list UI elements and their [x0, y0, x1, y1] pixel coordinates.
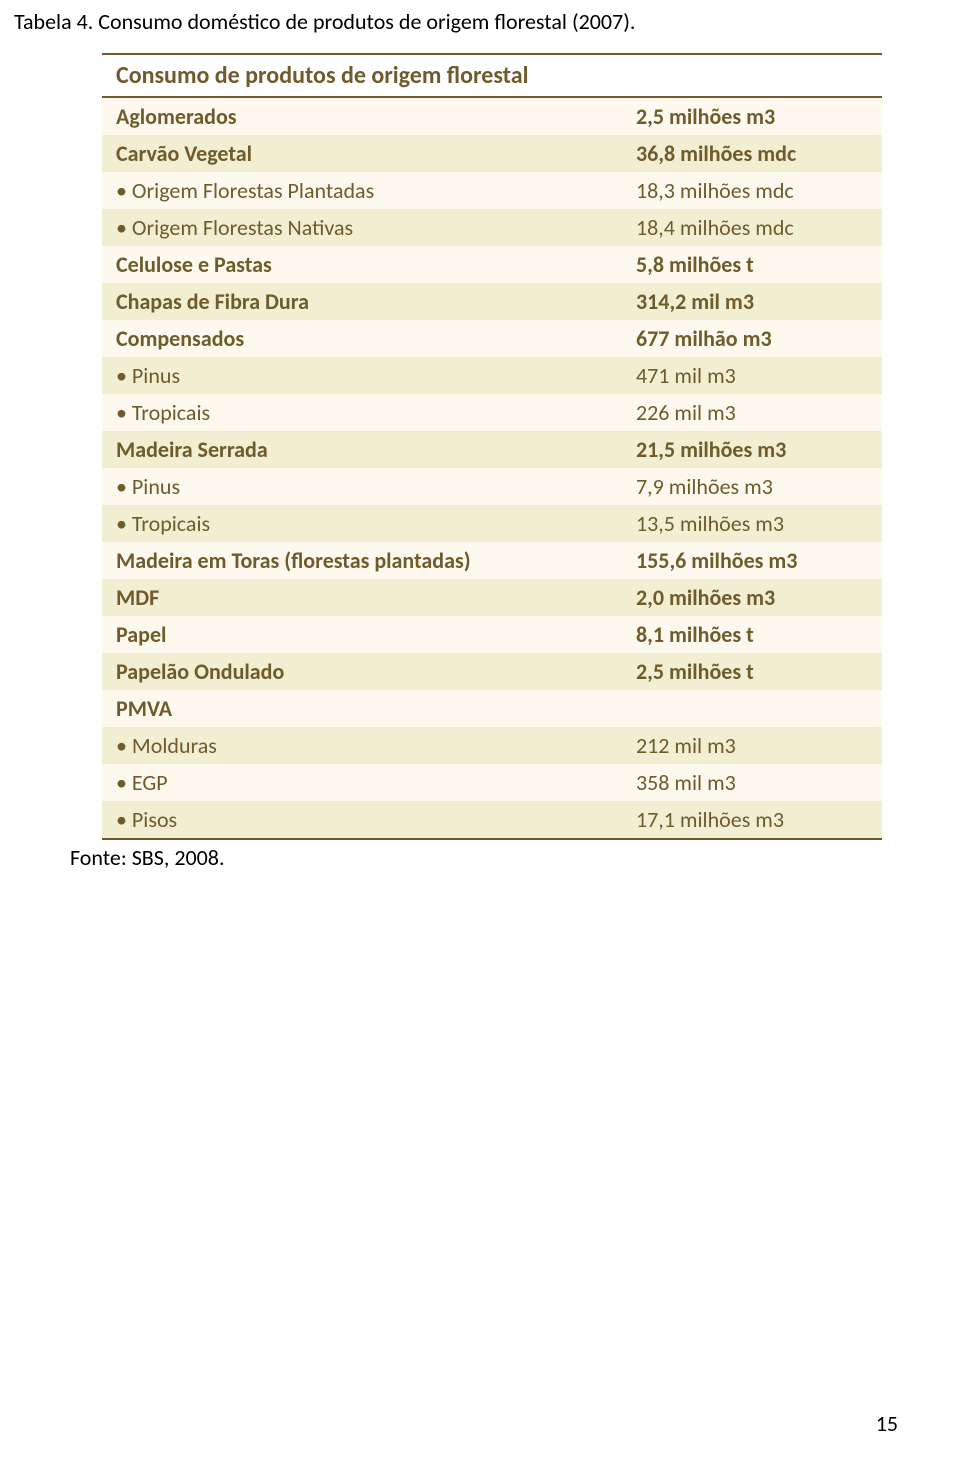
table-row: Celulose e Pastas5,8 milhões t: [102, 246, 882, 283]
table-row: PMVA: [102, 690, 882, 727]
row-label: • Origem Florestas Nativas: [102, 209, 630, 246]
table-row: • Pisos17,1 milhões m3: [102, 801, 882, 838]
table-title: Consumo de produtos de origem florestal: [102, 53, 882, 98]
page-number: 15: [876, 1410, 898, 1437]
data-table: Consumo de produtos de origem florestal …: [102, 53, 882, 840]
table-bottom-rule: [102, 838, 882, 840]
row-label: PMVA: [102, 690, 630, 727]
row-value: 358 mil m3: [630, 764, 882, 801]
row-label: Carvão Vegetal: [102, 135, 630, 172]
row-value: 677 milhão m3: [630, 320, 882, 357]
row-label: • Pinus: [102, 357, 630, 394]
row-value: 471 mil m3: [630, 357, 882, 394]
row-label: • EGP: [102, 764, 630, 801]
table-row: Carvão Vegetal36,8 milhões mdc: [102, 135, 882, 172]
table-row: • Tropicais226 mil m3: [102, 394, 882, 431]
table-row: Compensados677 milhão m3: [102, 320, 882, 357]
table-row: • EGP358 mil m3: [102, 764, 882, 801]
row-value: 17,1 milhões m3: [630, 801, 882, 838]
row-value: 2,5 milhões m3: [630, 98, 882, 135]
table-row: • Molduras212 mil m3: [102, 727, 882, 764]
row-value: 314,2 mil m3: [630, 283, 882, 320]
table-source: Fonte: SBS, 2008.: [70, 844, 900, 871]
row-label: Aglomerados: [102, 98, 630, 135]
row-label: Compensados: [102, 320, 630, 357]
row-label: MDF: [102, 579, 630, 616]
row-value: 36,8 milhões mdc: [630, 135, 882, 172]
row-value: 155,6 milhões m3: [630, 542, 882, 579]
row-label: Madeira em Toras (florestas plantadas): [102, 542, 630, 579]
row-value: 21,5 milhões m3: [630, 431, 882, 468]
row-label: Papelão Ondulado: [102, 653, 630, 690]
row-value: 5,8 milhões t: [630, 246, 882, 283]
row-value: 2,5 milhões t: [630, 653, 882, 690]
row-label: Celulose e Pastas: [102, 246, 630, 283]
row-label: • Pinus: [102, 468, 630, 505]
row-value: 2,0 milhões m3: [630, 579, 882, 616]
row-label: • Molduras: [102, 727, 630, 764]
row-label: Chapas de Fibra Dura: [102, 283, 630, 320]
row-value: 13,5 milhões m3: [630, 505, 882, 542]
table-row: MDF2,0 milhões m3: [102, 579, 882, 616]
row-label: Madeira Serrada: [102, 431, 630, 468]
table-caption: Tabela 4. Consumo doméstico de produtos …: [14, 8, 900, 35]
table-row: • Pinus7,9 milhões m3: [102, 468, 882, 505]
table-row: Madeira Serrada21,5 milhões m3: [102, 431, 882, 468]
table-row: Madeira em Toras (florestas plantadas)15…: [102, 542, 882, 579]
row-value: [630, 690, 882, 727]
row-value: 212 mil m3: [630, 727, 882, 764]
table-row: • Origem Florestas Nativas18,4 milhões m…: [102, 209, 882, 246]
table-row: Papel8,1 milhões t: [102, 616, 882, 653]
table-row: Chapas de Fibra Dura314,2 mil m3: [102, 283, 882, 320]
row-label: Papel: [102, 616, 630, 653]
row-value: 226 mil m3: [630, 394, 882, 431]
table-row: • Origem Florestas Plantadas18,3 milhões…: [102, 172, 882, 209]
row-value: 18,4 milhões mdc: [630, 209, 882, 246]
table-row: • Tropicais13,5 milhões m3: [102, 505, 882, 542]
row-label: • Tropicais: [102, 394, 630, 431]
row-value: 18,3 milhões mdc: [630, 172, 882, 209]
table-row: Aglomerados2,5 milhões m3: [102, 98, 882, 135]
row-label: • Origem Florestas Plantadas: [102, 172, 630, 209]
table-row: • Pinus471 mil m3: [102, 357, 882, 394]
table-row: Papelão Ondulado2,5 milhões t: [102, 653, 882, 690]
row-value: 7,9 milhões m3: [630, 468, 882, 505]
row-value: 8,1 milhões t: [630, 616, 882, 653]
row-label: • Tropicais: [102, 505, 630, 542]
row-label: • Pisos: [102, 801, 630, 838]
